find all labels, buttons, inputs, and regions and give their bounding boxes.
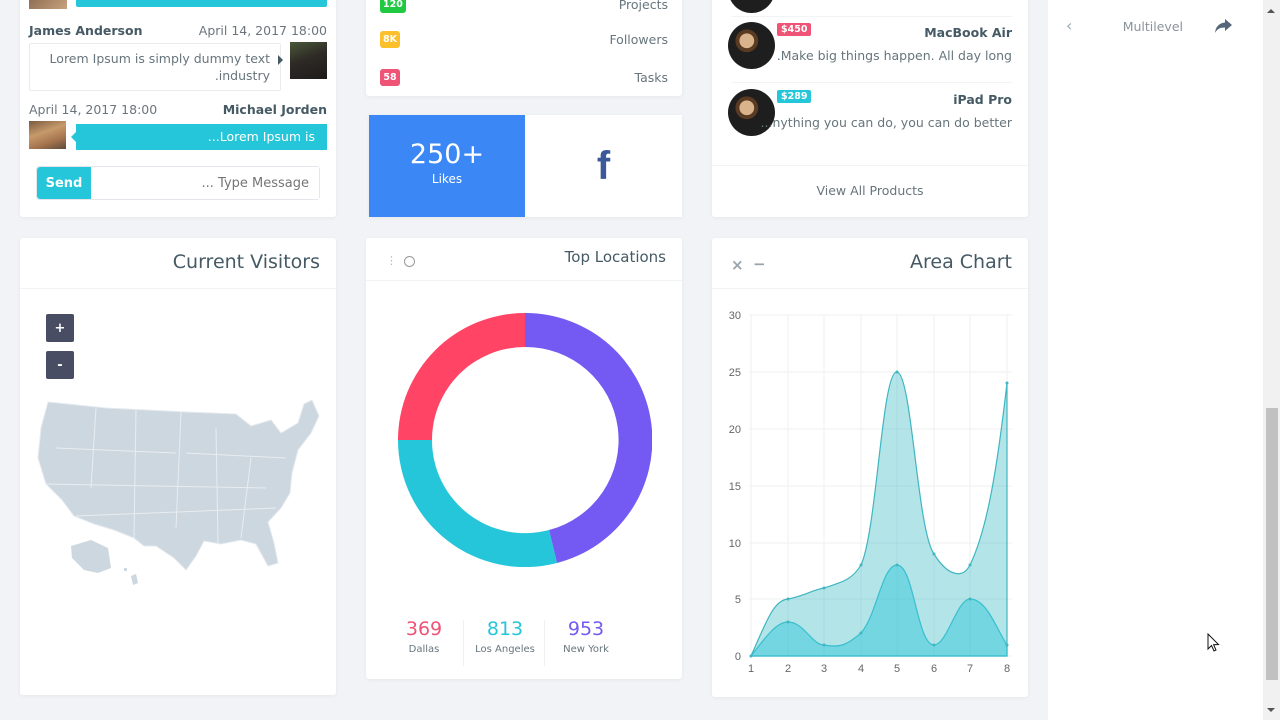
- card-title: Top Locations: [564, 248, 666, 266]
- svg-text:3: 3: [821, 663, 827, 675]
- svg-text:5: 5: [735, 594, 741, 606]
- svg-text:4: 4: [858, 663, 864, 675]
- likes-panel: 250+ Likes: [369, 115, 525, 217]
- stats-card: 120 Projects 8K Followers 58 Tasks: [366, 0, 682, 96]
- scroll-up-arrow-icon[interactable]: [1267, 5, 1275, 13]
- svg-text:1: 1: [748, 663, 754, 675]
- scrollbar-thumb[interactable]: [1266, 408, 1278, 680]
- sidebar-title[interactable]: Multilevel: [1122, 19, 1183, 34]
- message-composer: Send: [36, 166, 320, 200]
- stat-label: Followers: [609, 32, 668, 47]
- product-image: [728, 22, 775, 69]
- facebook-likes-card: 250+ Likes f: [369, 115, 682, 217]
- avatar: [290, 42, 327, 79]
- send-button[interactable]: Send: [37, 167, 91, 199]
- svg-text:25: 25: [729, 367, 741, 379]
- svg-text:0: 0: [735, 651, 741, 663]
- scroll-down-arrow-icon[interactable]: [1267, 708, 1275, 716]
- message-text: .industry: [214, 68, 270, 83]
- svg-text:8: 8: [1004, 663, 1010, 675]
- us-map[interactable]: [36, 398, 322, 592]
- chat-bubble: [76, 0, 327, 7]
- message-time: April 14, 2017 18:00: [29, 102, 158, 117]
- products-card: $450 MacBook Air .Make big things happen…: [712, 0, 1028, 217]
- area-chart-card: × − Area Chart 30 25 20 15 10 5 0 1 2 3 4 5 6 7 8: [712, 238, 1028, 697]
- donut-chart[interactable]: [397, 312, 653, 571]
- price-badge: $450: [777, 23, 812, 36]
- avatar: [29, 0, 67, 9]
- svg-text:15: 15: [729, 481, 741, 493]
- svg-text:2: 2: [785, 663, 791, 675]
- product-item[interactable]: $289 iPad Pro ...nything you can do, you…: [728, 89, 1012, 155]
- back-icon[interactable]: ‹: [1066, 16, 1073, 35]
- minimize-icon[interactable]: −: [753, 255, 766, 273]
- chat-bubble: ...Lorem Ipsum is: [71, 124, 327, 150]
- stat-badge: 120: [380, 0, 406, 13]
- view-all-products-link[interactable]: View All Products: [816, 183, 924, 198]
- message-text: ...Lorem Ipsum is: [207, 129, 315, 144]
- chat-bubble: Lorem Ipsum is simply dummy text .indust…: [29, 43, 283, 91]
- share-icon[interactable]: [1214, 18, 1233, 38]
- product-item[interactable]: $450 MacBook Air .Make big things happen…: [728, 22, 1012, 88]
- message-time: April 14, 2017 18:00: [198, 23, 327, 38]
- stat-badge: 58: [380, 69, 400, 86]
- likes-label: Likes: [431, 172, 463, 186]
- message-input[interactable]: [91, 167, 319, 199]
- more-vertical-icon[interactable]: ⋮: [386, 254, 397, 267]
- avatar: [29, 121, 66, 149]
- map-zoom-in-button[interactable]: +: [46, 314, 74, 342]
- stat-row-projects: 120 Projects: [380, 0, 668, 13]
- svg-text:6: 6: [931, 663, 937, 675]
- message-text: Lorem Ipsum is simply dummy text: [49, 51, 270, 66]
- stat-badge: 8K: [380, 31, 400, 48]
- svg-text:30: 30: [729, 310, 741, 322]
- svg-text:20: 20: [729, 424, 741, 436]
- product-name: iPad Pro: [953, 92, 1012, 107]
- card-title: Area Chart: [910, 251, 1012, 273]
- close-icon[interactable]: ×: [731, 256, 744, 274]
- location-city: New York: [563, 644, 609, 655]
- location-stat-los-angeles: 813 Los Angeles: [465, 618, 545, 655]
- location-value: 369: [405, 618, 443, 640]
- location-value: 953: [567, 618, 605, 640]
- message-author: Michael Jorden: [222, 102, 327, 117]
- facebook-icon[interactable]: f: [596, 144, 611, 188]
- svg-text:10: 10: [729, 538, 741, 550]
- product-image: [728, 89, 775, 136]
- stat-row-followers: 8K Followers: [380, 31, 668, 48]
- location-value: 813: [486, 618, 524, 640]
- product-desc: .Make big things happen. All day long: [776, 48, 1012, 63]
- product-desc: ...nything you can do, you can do better: [760, 115, 1012, 130]
- location-city: Los Angeles: [475, 644, 535, 655]
- chat-card: James Anderson April 14, 2017 18:00 Lore…: [20, 0, 336, 217]
- card-title: Current Visitors: [172, 251, 320, 273]
- mouse-cursor-icon: [1207, 632, 1220, 657]
- svg-text:5: 5: [894, 663, 900, 675]
- likes-count: 250+: [409, 139, 485, 170]
- stat-label: Tasks: [634, 70, 669, 85]
- location-city: Dallas: [408, 644, 440, 655]
- price-badge: $289: [777, 90, 812, 103]
- page-scrollbar[interactable]: [1263, 0, 1280, 720]
- right-sidebar: ‹ Multilevel: [1048, 0, 1263, 720]
- stat-row-tasks: 58 Tasks: [380, 69, 668, 86]
- product-image: [728, 0, 775, 13]
- message-author: James Anderson: [29, 23, 143, 38]
- circle-icon[interactable]: [404, 256, 415, 267]
- location-stat-dallas: 369 Dallas: [384, 618, 464, 655]
- product-name: MacBook Air: [924, 25, 1012, 40]
- location-stat-new-york: 953 New York: [546, 618, 626, 655]
- current-visitors-card: Current Visitors + -: [20, 238, 336, 695]
- map-zoom-out-button[interactable]: -: [46, 351, 74, 379]
- svg-text:7: 7: [967, 663, 973, 675]
- area-chart[interactable]: 30 25 20 15 10 5 0 1 2 3 4 5 6 7 8: [712, 300, 1028, 684]
- stat-label: Projects: [618, 0, 668, 12]
- top-locations-card: ⋮ Top Locations 369 Dallas 813 Los Angel…: [366, 238, 682, 679]
